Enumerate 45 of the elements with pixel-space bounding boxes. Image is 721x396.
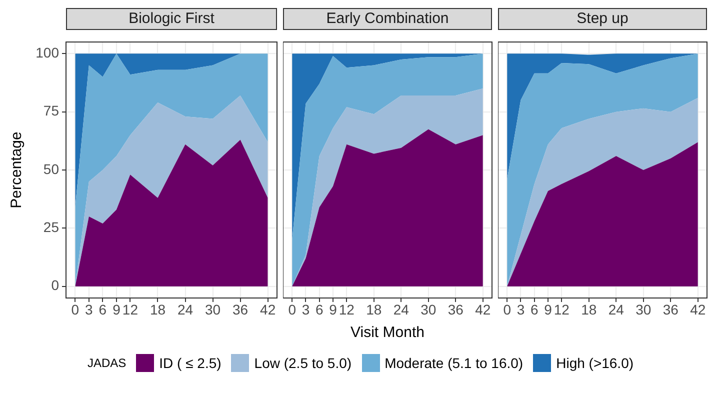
x-tick-label: 24 <box>608 301 624 318</box>
x-tick-label: 9 <box>329 301 338 318</box>
x-tick-label: 12 <box>338 301 355 318</box>
chart-title: Early Combination <box>283 8 492 30</box>
x-tick-label: 0 <box>503 301 512 318</box>
x-tick-label: 12 <box>122 301 138 318</box>
x-axis-title: Visit Month <box>350 324 424 342</box>
x-tick-label: 42 <box>690 301 706 318</box>
legend-label: ID ( ≤ 2.5) <box>159 355 222 371</box>
x-tick-label: 42 <box>260 301 276 318</box>
x-tick-label: 36 <box>448 301 464 318</box>
y-tick-label: 0 <box>51 277 60 294</box>
x-tick-label: 9 <box>112 301 121 318</box>
y-tick-label: 50 <box>43 160 60 177</box>
y-tick-label: 75 <box>43 102 60 119</box>
chart-title: Biologic First <box>66 8 277 30</box>
x-tick-label: 6 <box>98 301 107 318</box>
x-tick-label: 6 <box>530 301 538 318</box>
y-tick-label: 25 <box>43 219 60 236</box>
x-tick-label: 12 <box>554 301 570 318</box>
legend-label: Moderate (5.1 to 16.0) <box>384 355 524 371</box>
x-tick-label: 24 <box>177 301 194 318</box>
y-tick-label: 100 <box>36 44 60 60</box>
y-axis-title: Percentage <box>8 132 26 208</box>
x-tick-label: 30 <box>420 301 436 318</box>
legend-title: JADAS <box>87 356 126 370</box>
x-tick-label: 3 <box>516 301 525 318</box>
x-tick-label: 36 <box>232 301 248 318</box>
x-tick-label: 0 <box>288 301 296 318</box>
x-tick-label: 6 <box>315 301 324 318</box>
legend-label: Low (2.5 to 5.0) <box>254 355 352 371</box>
x-tick-label: 0 <box>71 301 80 318</box>
x-tick-label: 18 <box>366 301 382 318</box>
x-tick-label: 42 <box>475 301 491 318</box>
chart-title: Step up <box>498 8 707 30</box>
x-tick-label: 36 <box>662 301 679 318</box>
x-tick-label: 9 <box>544 301 552 318</box>
x-tick-label: 30 <box>636 301 652 318</box>
x-tick-label: 3 <box>302 301 310 318</box>
x-tick-label: 18 <box>150 301 166 318</box>
legend-label: High (>16.0) <box>556 355 634 371</box>
x-tick-label: 30 <box>204 301 221 318</box>
x-tick-label: 3 <box>85 301 94 318</box>
x-tick-label: 24 <box>393 301 410 318</box>
x-tick-label: 18 <box>581 301 597 318</box>
